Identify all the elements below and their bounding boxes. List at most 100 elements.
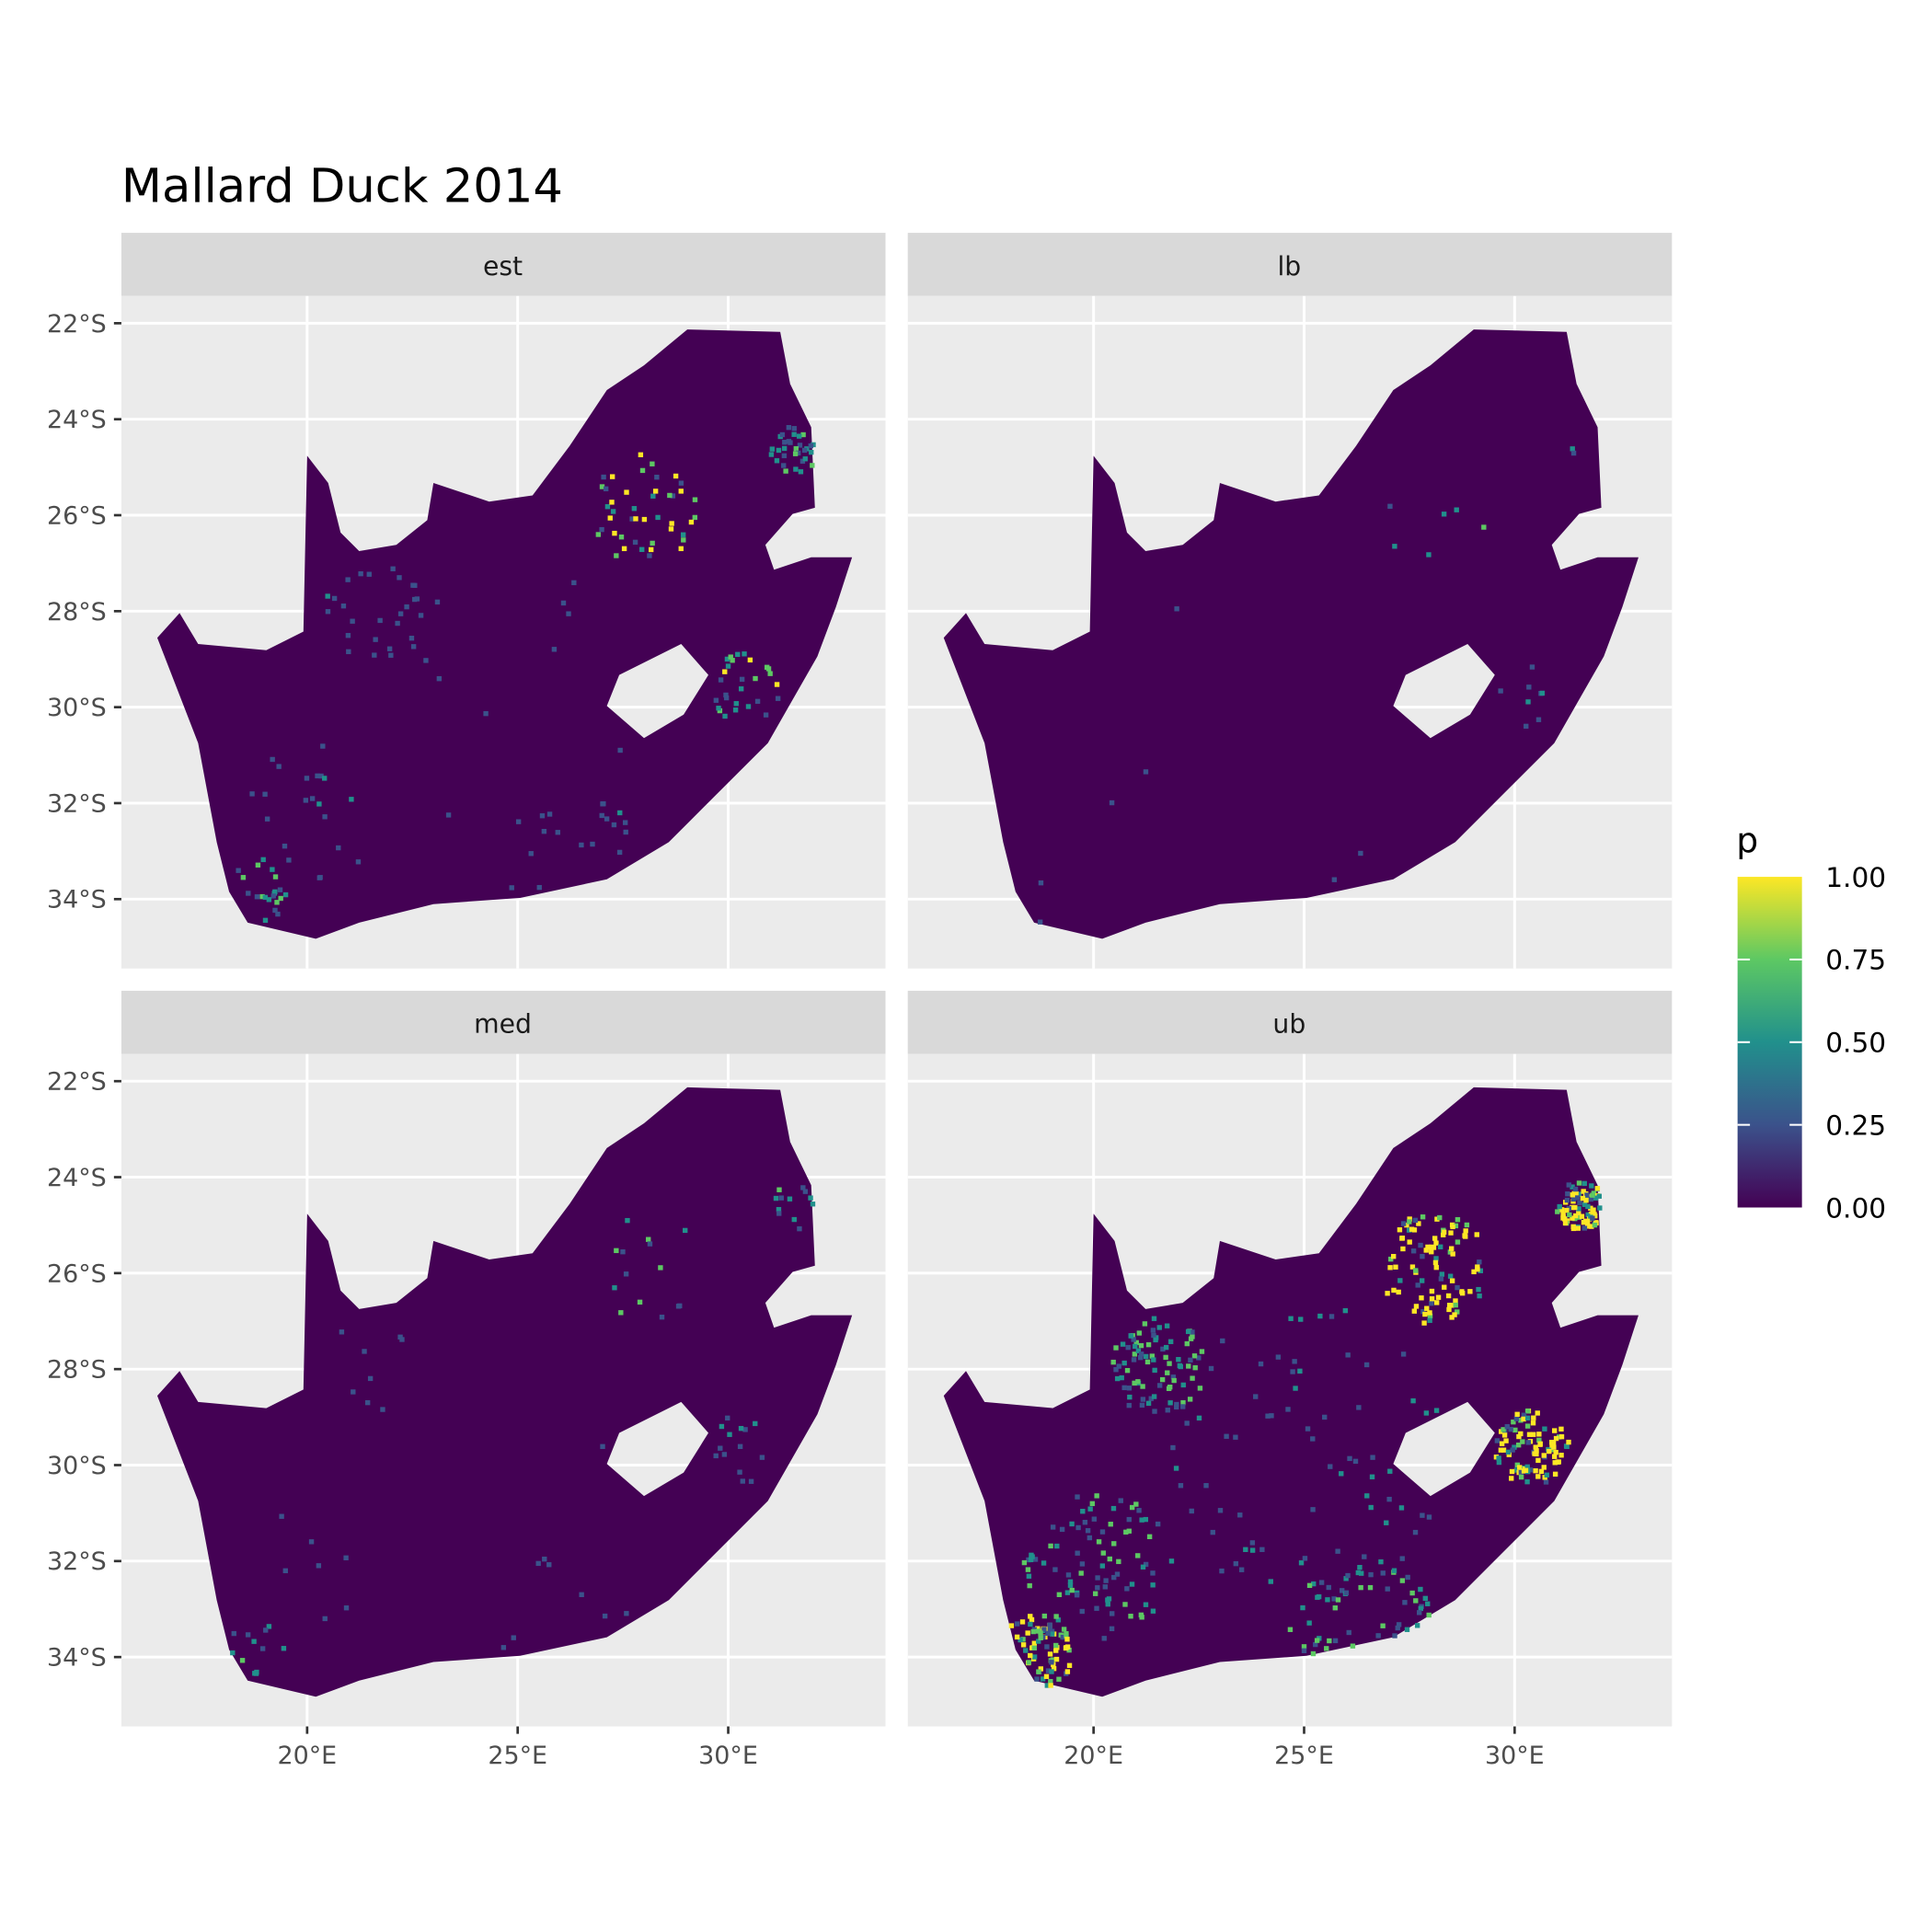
raster-cell [1535,1410,1540,1416]
raster-cell [1148,1396,1154,1401]
raster-cell [1513,1416,1520,1421]
raster-cell [1119,1374,1124,1381]
raster-cell [638,452,644,458]
country-raster [943,1087,1639,1697]
raster-cell [769,446,776,452]
raster-cell [1075,1524,1081,1531]
raster-cell [1411,1227,1418,1233]
raster-cell [411,596,418,603]
raster-cell [1048,1683,1053,1688]
raster-cell [1014,1634,1020,1640]
raster-cell [1570,1192,1576,1198]
raster-cell [364,1399,371,1406]
raster-cell [1305,1426,1311,1432]
raster-cell [1426,552,1432,558]
raster-cell [1168,1558,1175,1564]
raster-cell [270,756,275,763]
raster-cell [500,1645,507,1650]
raster-cell [546,811,553,817]
raster-cell [1357,1565,1363,1570]
raster-cell [625,1217,630,1224]
raster-cell [1220,1338,1225,1344]
raster-cell [1543,1479,1549,1485]
raster-cell [1506,1452,1512,1457]
raster-cell [1556,1434,1562,1440]
raster-cell [1126,1402,1132,1409]
raster-cell [372,652,377,658]
raster-cell [776,1211,782,1216]
raster-cell [1180,1399,1186,1406]
raster-cell [1570,1196,1577,1202]
raster-cell [623,1271,629,1277]
raster-cell [1136,1508,1142,1513]
raster-cell [1593,1220,1599,1225]
raster-cell [1325,1597,1330,1603]
raster-cell [1518,1469,1524,1475]
raster-cell [315,773,320,779]
raster-cell [1387,503,1393,509]
raster-cell [1170,1444,1176,1451]
raster-cell [1027,1582,1032,1589]
raster-cell [1089,1501,1095,1507]
raster-cell [1447,1249,1454,1255]
raster-cell [272,907,278,914]
raster-cell [722,669,728,674]
raster-cell [1287,1627,1294,1632]
raster-cell [275,911,281,917]
raster-cell [742,1427,748,1432]
raster-cell [239,1658,246,1663]
raster-cell [1498,688,1503,694]
raster-cell [539,813,546,819]
raster-cell [259,893,265,900]
raster-cell [745,704,752,709]
raster-cell [1438,1276,1444,1282]
raster-cell [692,497,698,502]
raster-cell [1426,1612,1432,1618]
raster-cell [759,1455,765,1460]
raster-cell [1455,1309,1460,1315]
raster-cell [240,875,247,880]
raster-cell [1566,1182,1572,1188]
raster-cell [349,797,354,802]
raster-cell [1102,1584,1108,1590]
raster-cell [272,889,278,895]
raster-cell [1249,1547,1256,1553]
raster-cell [1128,1614,1133,1619]
raster-cell [1249,1540,1256,1546]
raster-cell [1437,1214,1443,1221]
raster-cell [1539,690,1546,696]
raster-cell [748,1478,754,1484]
raster-cell [609,474,615,479]
raster-cell [1025,1630,1030,1636]
raster-cell [1038,1635,1043,1640]
raster-cell [786,425,792,431]
raster-cell [1253,1394,1259,1399]
raster-cell [1302,1556,1308,1561]
raster-cell [1425,1601,1431,1606]
raster-cell [1049,1631,1055,1637]
x-tick-label: 20°E [1064,1742,1123,1770]
raster-cell [1414,1623,1420,1628]
raster-cell [809,449,814,455]
raster-cell [1151,1394,1157,1399]
raster-cell [345,633,351,638]
raster-cell [737,1469,742,1475]
raster-cell [1026,1573,1032,1579]
raster-cell [595,532,602,537]
raster-cell [1051,1665,1057,1672]
raster-cell [1526,684,1532,690]
raster-cell [1551,1428,1558,1433]
raster-cell [1208,1365,1214,1372]
raster-cell [1504,1423,1510,1430]
y-tick-label: 32°S [47,789,107,818]
raster-cell [1529,664,1535,670]
raster-cell [655,514,661,521]
raster-cell [1407,1216,1412,1222]
raster-cell [483,710,489,717]
x-tick-label: 20°E [277,1742,337,1770]
raster-cell [1036,1669,1041,1674]
raster-cell [1029,1616,1035,1623]
raster-cell [1581,1225,1588,1231]
raster-cell [528,851,534,857]
